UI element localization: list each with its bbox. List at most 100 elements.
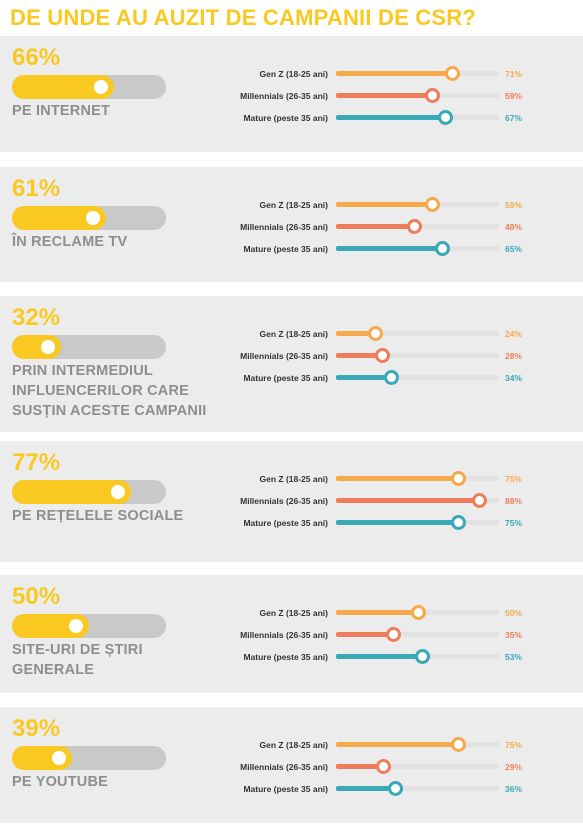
source-label: PE INTERNET (12, 103, 111, 119)
group-bar-knob (374, 348, 390, 363)
group-row: Millennials (26-35 ani) 29% (0, 759, 583, 774)
group-bar-knob (472, 493, 488, 508)
group-value-label: 36% (505, 784, 523, 794)
group-bar-knob (425, 88, 441, 103)
group-value-label: 29% (505, 762, 523, 772)
group-name: Millennials (26-35 ani) (240, 762, 328, 772)
group-bar-fill (336, 375, 392, 380)
group-row: Gen Z (18-25 ani) 59% (0, 197, 583, 212)
group-bar-knob (425, 197, 441, 212)
total-percent: 39% (12, 715, 61, 742)
group-bar-fill (336, 71, 452, 76)
group-value-label: 65% (505, 244, 523, 254)
group-value-label: 50% (505, 608, 523, 618)
group-bar-fill (336, 224, 415, 229)
group-bar-fill (336, 93, 433, 98)
group-value-label: 75% (505, 518, 523, 528)
group-bar-track (336, 88, 499, 103)
group-name: Mature (peste 35 ani) (243, 113, 328, 123)
group-value-label: 75% (505, 740, 523, 750)
group-bar-fill (336, 476, 459, 481)
group-bar-knob (438, 110, 454, 125)
total-percent: 61% (12, 175, 61, 202)
total-percent: 50% (12, 583, 61, 610)
group-value-label: 48% (505, 222, 523, 232)
group-row: Mature (peste 35 ani) 53% (0, 649, 583, 664)
total-bar-track (12, 75, 166, 99)
source-panel: 66% PE INTERNET Gen Z (18-25 ani) 71% Millen… (0, 36, 583, 152)
source-label: ÎN RECLAME TV (12, 234, 128, 250)
total-bar-knob (93, 80, 108, 94)
group-row: Gen Z (18-25 ani) 75% (0, 471, 583, 486)
group-bar-fill (336, 786, 395, 791)
group-bar-track (336, 370, 499, 385)
group-name: Mature (peste 35 ani) (243, 518, 328, 528)
source-label: PRIN INTERMEDIUL INFLUENCERILOR CARE SUS… (12, 363, 207, 419)
group-name: Gen Z (18-25 ani) (259, 69, 329, 79)
source-panel: 50% SITE-URI DE ȘTIRI GENERALE Gen Z (18-2… (0, 575, 583, 693)
total-percent: 32% (12, 304, 61, 331)
total-bar-track (12, 746, 166, 770)
group-bar-track (336, 471, 499, 486)
group-bar-knob (387, 781, 403, 796)
group-bar-track (336, 197, 499, 212)
total-bar-track (12, 206, 166, 230)
group-bar-fill (336, 202, 433, 207)
group-bar-track (336, 219, 499, 234)
source-label: PE REȚELELE SOCIALE (12, 508, 184, 524)
group-bar-track (336, 326, 499, 341)
group-bar-track (336, 348, 499, 363)
total-bar-track (12, 335, 166, 359)
group-bar-knob (407, 219, 423, 234)
group-name: Gen Z (18-25 ani) (259, 200, 329, 210)
group-bar-fill (336, 115, 446, 120)
group-bar-track (336, 241, 499, 256)
group-bar-track (336, 627, 499, 642)
group-bar-track (336, 515, 499, 530)
group-name: Mature (peste 35 ani) (243, 244, 328, 254)
group-bar-knob (415, 649, 431, 664)
total-bar-knob (41, 340, 56, 354)
group-value-label: 67% (505, 113, 523, 123)
total-percent: 66% (12, 44, 61, 71)
group-bar-fill (336, 353, 382, 358)
group-bar-fill (336, 764, 384, 769)
group-name: Millennials (26-35 ani) (240, 630, 328, 640)
group-bar-knob (368, 326, 384, 341)
group-bar-track (336, 66, 499, 81)
group-bar-track (336, 110, 499, 125)
group-row: Mature (peste 35 ani) 67% (0, 110, 583, 125)
group-bar-knob (384, 370, 400, 385)
group-row: Mature (peste 35 ani) 36% (0, 781, 583, 796)
total-bar-track (12, 614, 166, 638)
group-name: Mature (peste 35 ani) (243, 784, 328, 794)
group-value-label: 75% (505, 474, 523, 484)
group-bar-fill (336, 742, 459, 747)
group-bar-track (336, 605, 499, 620)
total-bar-track (12, 480, 166, 504)
group-row: Gen Z (18-25 ani) 71% (0, 66, 583, 81)
group-value-label: 59% (505, 91, 523, 101)
group-value-label: 71% (505, 69, 523, 79)
group-row: Millennials (26-35 ani) 59% (0, 88, 583, 103)
group-name: Millennials (26-35 ani) (240, 351, 328, 361)
group-bar-knob (451, 737, 467, 752)
total-bar-knob (85, 211, 100, 225)
group-bar-knob (376, 759, 392, 774)
group-row: Millennials (26-35 ani) 48% (0, 219, 583, 234)
source-label: PE YOUTUBE (12, 774, 109, 790)
group-bar-fill (336, 331, 376, 336)
group-bar-fill (336, 498, 480, 503)
total-bar-knob (110, 485, 125, 499)
group-bar-knob (451, 515, 467, 530)
total-bar-knob (69, 619, 83, 633)
group-bar-track (336, 649, 499, 664)
group-bar-knob (451, 471, 467, 486)
group-row: Gen Z (18-25 ani) 75% (0, 737, 583, 752)
group-name: Gen Z (18-25 ani) (259, 740, 329, 750)
group-value-label: 24% (505, 329, 523, 339)
group-bar-fill (336, 610, 418, 615)
group-value-label: 59% (505, 200, 523, 210)
group-row: Mature (peste 35 ani) 65% (0, 241, 583, 256)
group-row: Gen Z (18-25 ani) 24% (0, 326, 583, 341)
